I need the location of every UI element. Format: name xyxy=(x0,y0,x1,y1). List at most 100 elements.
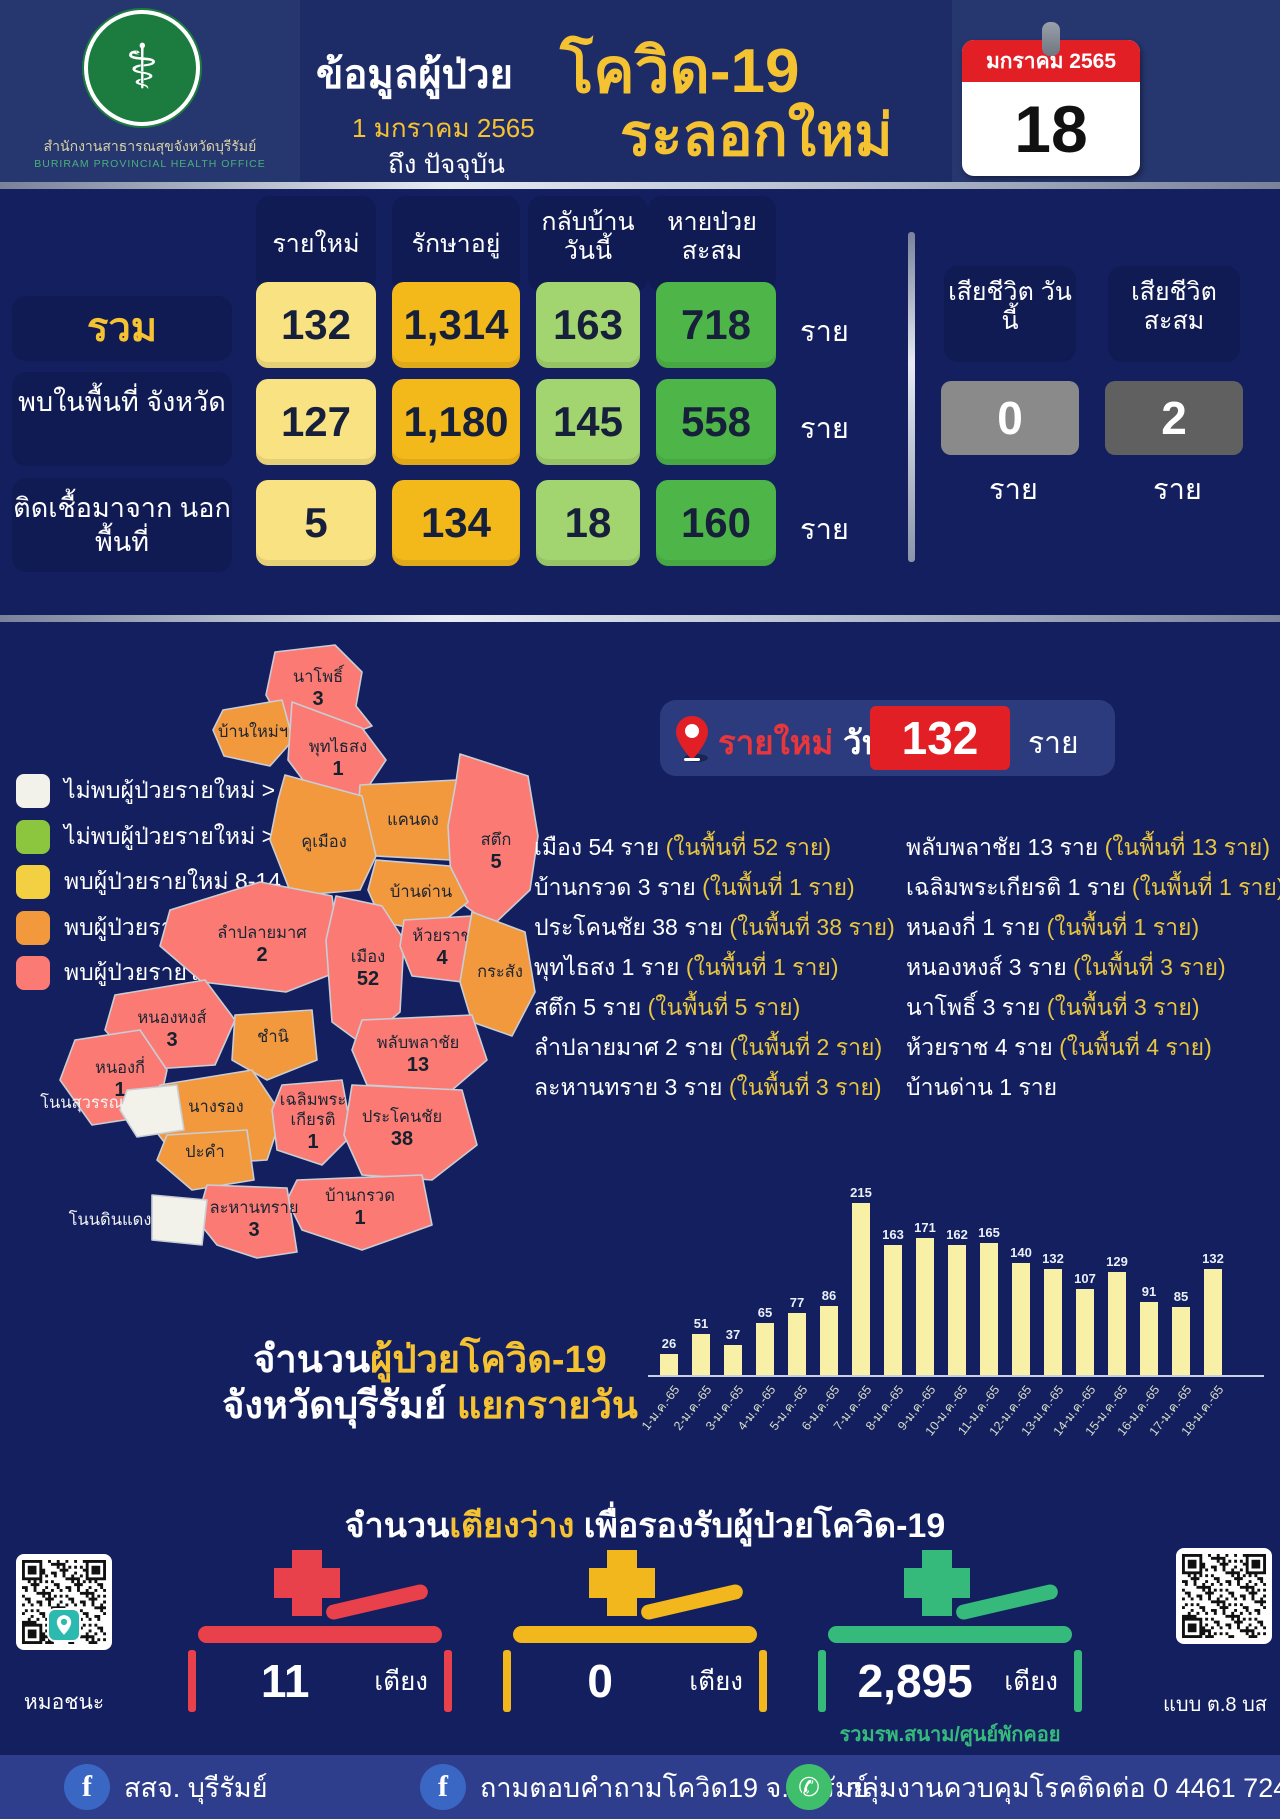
bed-unit-red: 11 เตียง xyxy=(188,1546,452,1714)
district-case-count: 3 xyxy=(312,688,323,710)
bar-13-ม.ค.-65 xyxy=(1044,1269,1062,1375)
col-header-recovered-total: หายป่วย สะสม xyxy=(648,196,776,292)
calendar-month: มกราคม 2565 xyxy=(962,40,1140,82)
footer-facebook-1[interactable]: f สสจ. บุรีรัมย์ xyxy=(64,1755,268,1819)
district-label: โนนดินแดง xyxy=(69,1210,152,1229)
bed-leg xyxy=(818,1650,826,1712)
bar-12-ม.ค.-65 xyxy=(1012,1263,1030,1375)
bar-value-label: 77 xyxy=(789,1295,805,1310)
district-label: ปะคำ xyxy=(185,1143,225,1161)
district-label: หนองหงส์ xyxy=(137,1008,206,1027)
bar-8-ม.ค.-65 xyxy=(884,1245,902,1375)
bar-value-label: 86 xyxy=(821,1288,837,1303)
divider-top xyxy=(0,182,1280,189)
location-pin-icon xyxy=(676,716,708,762)
unit-row2: ราย xyxy=(800,413,849,445)
deaths-total-unit: ราย xyxy=(1153,474,1202,506)
bar-value-label: 171 xyxy=(914,1220,936,1235)
date-range-to: ถึง ปัจจุบัน xyxy=(388,149,505,179)
deaths-today-unit: ราย xyxy=(989,474,1038,506)
district-case-list-left: เมือง 54 ราย (ในพื้นที่ 52 ราย) บ้านกรวด … xyxy=(534,830,895,1110)
ministry-public-health-logo: ⚕ xyxy=(84,10,200,126)
bar-15-ม.ค.-65 xyxy=(1108,1272,1126,1375)
bed-caption: รวมรพ.สนาม/ศูนย์พักคอย xyxy=(839,1724,1061,1746)
badge-value: 132 xyxy=(870,706,1010,770)
district-case-row: หนองหงส์ 3 ราย (ในพื้นที่ 3 ราย) xyxy=(906,954,1226,980)
district-case-row: บ้านกรวด 3 ราย (ในพื้นที่ 1 ราย) xyxy=(534,874,855,900)
hospital-bed-icon xyxy=(513,1550,757,1643)
district-case-count: 3 xyxy=(248,1219,259,1241)
new-cases-today-badge: รายใหม่ วันนี้ 132 ราย xyxy=(660,700,1115,776)
district-case-row: ลำปลายมาศ 2 ราย (ในพื้นที่ 2 ราย) xyxy=(534,1034,883,1060)
district-case-count: 52 xyxy=(357,968,379,990)
district-label: ลำปลายมาศ xyxy=(217,924,307,942)
bar-1-ม.ค.-65 xyxy=(660,1354,678,1375)
bar-value-label: 51 xyxy=(693,1316,709,1331)
bed-leg xyxy=(1074,1650,1082,1712)
stat-outside-recovered: 160 xyxy=(656,480,776,566)
district-label: ละหานทราย xyxy=(209,1199,298,1217)
col-header-new-cases: รายใหม่ xyxy=(256,196,376,292)
stat-outside-treating: 134 xyxy=(392,480,520,566)
bar-value-label: 91 xyxy=(1141,1284,1157,1299)
district-case-row: หนองกี่ 1 ราย (ในพื้นที่ 1 ราย) xyxy=(906,914,1200,940)
bar-10-ม.ค.-65 xyxy=(948,1245,966,1375)
qr-code-form-t8 xyxy=(1176,1548,1272,1644)
district-label: แคนดง xyxy=(387,811,439,829)
bed-unit-yellow: 0 เตียง xyxy=(503,1546,767,1714)
qr-pattern xyxy=(1182,1554,1266,1638)
bar-value-label: 132 xyxy=(1202,1251,1224,1266)
bar-11-ม.ค.-65 xyxy=(980,1243,998,1375)
district-case-count: 1 xyxy=(354,1207,365,1229)
district-case-row: นาโพธิ์ 3 ราย (ในพื้นที่ 3 ราย) xyxy=(906,994,1200,1020)
bar-6-ม.ค.-65 xyxy=(820,1306,838,1375)
bed-count-row: 2,895 เตียง xyxy=(818,1648,1082,1714)
district-label: บ้านใหม่ฯ xyxy=(218,722,288,741)
col-header-treating: รักษาอยู่ xyxy=(392,196,520,292)
district-lahansai xyxy=(196,1184,298,1259)
bar-9-ม.ค.-65 xyxy=(916,1238,934,1375)
legend-swatch xyxy=(16,956,50,990)
stat-inprov-recovered: 558 xyxy=(656,379,776,465)
legend-swatch xyxy=(16,911,50,945)
footer-phone-contact[interactable]: ✆ กลุ่มงานควบคุมโรคติดต่อ 0 4461 7241 xyxy=(786,1755,1280,1819)
bed-leg xyxy=(503,1650,511,1712)
district-banmai xyxy=(212,699,294,767)
district-case-row: ห้วยราช 4 ราย (ในพื้นที่ 4 ราย) xyxy=(906,1034,1212,1060)
bed-available-count: 0 xyxy=(587,1655,613,1707)
district-case-count: 1 xyxy=(307,1131,318,1153)
bar-value-label: 129 xyxy=(1106,1254,1128,1269)
district-label: ห้วยราช xyxy=(412,927,471,945)
stat-outside-new: 5 xyxy=(256,480,376,566)
stat-total-treating: 1,314 xyxy=(392,282,520,368)
bar-2-ม.ค.-65 xyxy=(692,1334,710,1375)
title-new-wave: ระลอกใหม่ xyxy=(620,103,893,168)
bar-5-ม.ค.-65 xyxy=(788,1313,806,1375)
bed-unit-label: เตียง xyxy=(689,1665,743,1696)
district-chamni xyxy=(231,1009,318,1081)
district-chaloemphrakiat xyxy=(271,1079,353,1166)
bar-value-label: 37 xyxy=(725,1327,741,1342)
row-label-in-province: พบในพื้นที่ จังหวัด xyxy=(12,372,232,466)
bar-value-label: 65 xyxy=(757,1305,773,1320)
district-case-count: 1 xyxy=(332,758,343,780)
unit-row3: ราย xyxy=(800,514,849,546)
badge-unit: ราย xyxy=(1028,727,1079,760)
header: ⚕ สำนักงานสาธารณสุขจังหวัดบุรีรัมย์ BURI… xyxy=(0,0,1280,182)
qr-left-label: หมอชนะ xyxy=(23,1691,105,1714)
district-case-count: 13 xyxy=(407,1054,429,1076)
district-case-row: พลับพลาชัย 13 ราย (ในพื้นที่ 13 ราย) xyxy=(906,834,1271,860)
bar-16-ม.ค.-65 xyxy=(1140,1302,1158,1375)
caduceus-icon: ⚕ xyxy=(125,33,159,102)
phone-icon: ✆ xyxy=(786,1764,832,1810)
district-label: กระสัง xyxy=(477,963,523,981)
bed-unit-green: 2,895 เตียง รวมรพ.สนาม/ศูนย์พักคอย xyxy=(818,1546,1082,1750)
row-label-from-outside: ติดเชื้อมาจาก นอกพื้นที่ xyxy=(12,478,232,572)
district-nondindaeng xyxy=(151,1194,208,1246)
district-phlapphlachai xyxy=(351,1014,488,1091)
org-name-english: BURIRAM PROVINCIAL HEALTH OFFICE xyxy=(34,158,266,170)
district-case-row: ประโคนชัย 38 ราย (ในพื้นที่ 38 ราย) xyxy=(534,914,895,940)
legend-swatch xyxy=(16,865,50,899)
mor-chana-app-icon xyxy=(47,1608,81,1642)
district-label: บ้านด่าน xyxy=(390,883,452,901)
